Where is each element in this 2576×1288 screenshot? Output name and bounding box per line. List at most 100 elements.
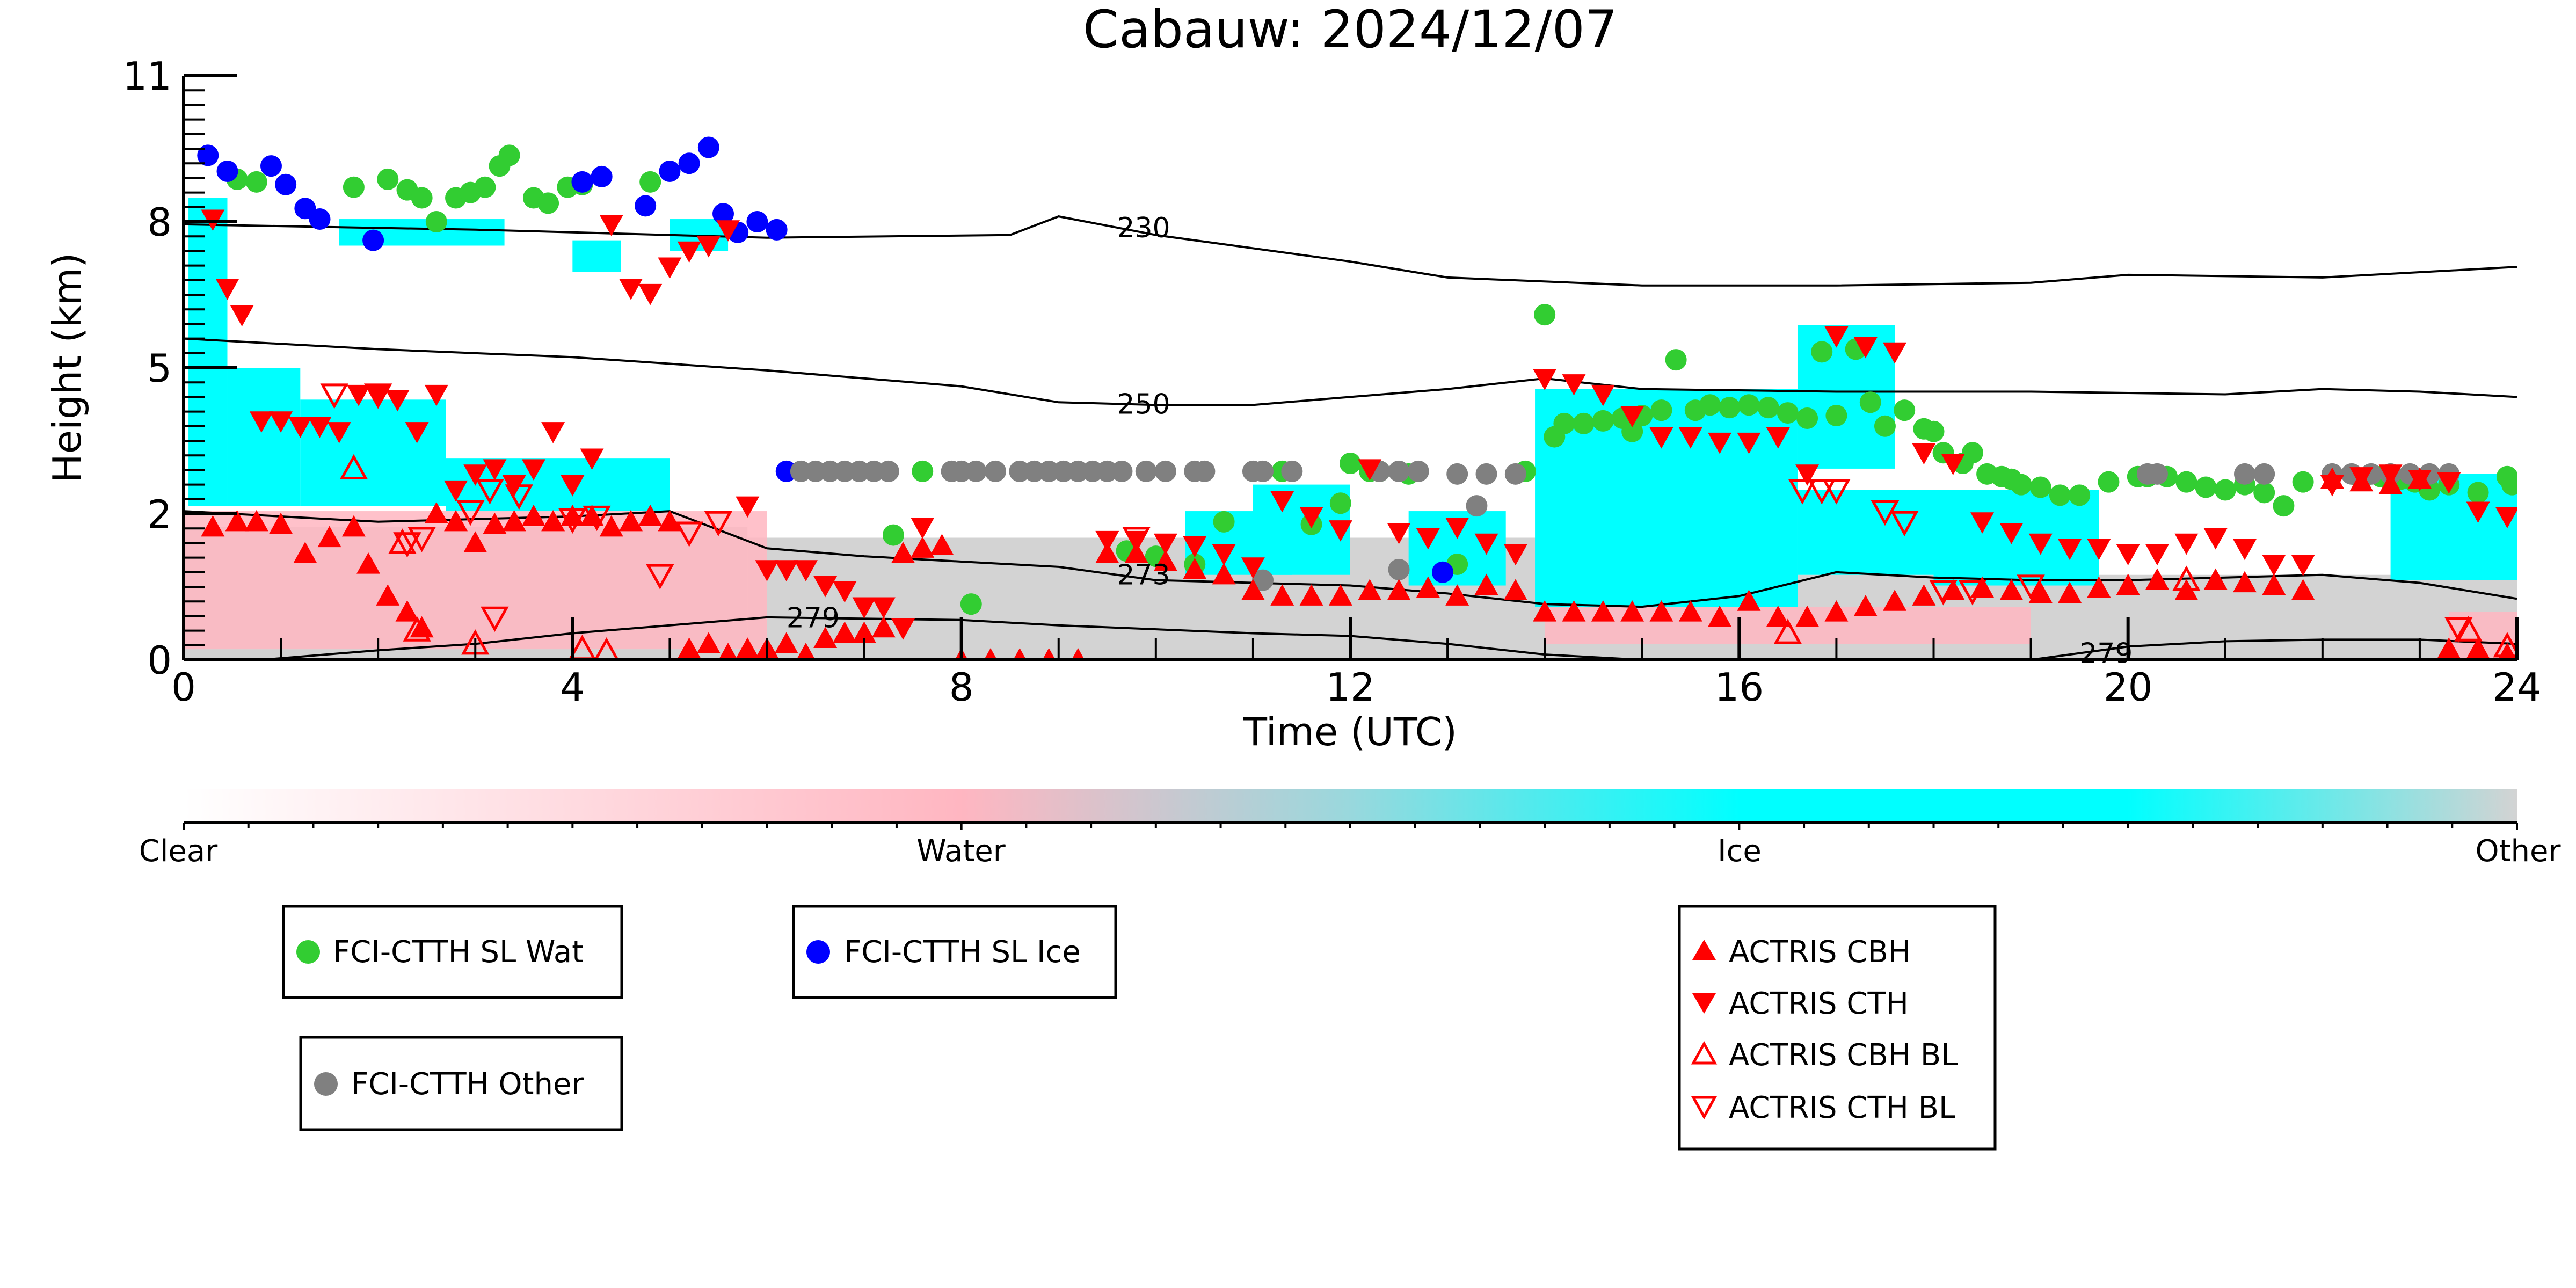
point-actris-cbh — [225, 510, 249, 532]
point-actris-cth — [755, 560, 779, 581]
point-actris-cbh — [911, 536, 935, 558]
point-actris-cbh-bl — [388, 528, 417, 554]
marker-layer — [197, 136, 2517, 660]
point-actris-cth-bl — [646, 564, 674, 590]
point-actris-cth — [1241, 557, 1265, 579]
point-fci-ctth-sl-wat — [1894, 399, 1916, 421]
point-actris-cbh — [463, 531, 487, 552]
point-actris-cbh — [1416, 576, 1440, 598]
point-actris-cbh — [1071, 648, 1085, 660]
point-fci-ctth-sl-ice — [309, 208, 331, 230]
point-actris-cbh-bl — [1773, 618, 1802, 644]
point-actris-cth — [1620, 406, 1644, 428]
plot-area — [184, 136, 2517, 660]
point-actris-cbh — [376, 584, 400, 606]
point-fci-ctth-sl-wat — [1777, 402, 1799, 424]
point-actris-cbh — [1562, 600, 1586, 622]
point-actris-cth-bl — [320, 383, 348, 409]
point-actris-cth — [794, 560, 818, 581]
point-actris-cbh — [774, 632, 798, 653]
point-fci-ctth-other — [1135, 460, 1157, 482]
x-tick-label: 16 — [1715, 665, 1764, 710]
point-actris-cth — [658, 257, 682, 279]
legend-box — [299, 1036, 623, 1131]
point-fci-ctth-sl-wat — [2292, 471, 2314, 493]
point-fci-ctth-sl-wat — [2175, 471, 2197, 493]
point-actris-cth — [2028, 533, 2053, 555]
point-actris-cbh — [541, 510, 565, 532]
point-fci-ctth-other — [1388, 460, 1410, 482]
point-actris-cbh — [356, 552, 381, 574]
point-actris-cth — [463, 464, 487, 486]
point-actris-cth — [852, 597, 876, 619]
class-region-ice — [1797, 490, 1934, 575]
point-actris-cbh — [1013, 648, 1027, 660]
cloud-classification-layer — [184, 198, 2517, 660]
point-actris-cth — [1999, 523, 2024, 544]
legend-fci-other: FCI-CTTH Other — [299, 1036, 623, 1131]
colorbar-label-ice: Ice — [1718, 834, 1762, 869]
point-actris-cbh — [1212, 563, 1236, 585]
point-actris-cth — [230, 305, 254, 327]
point-actris-cth — [774, 560, 798, 581]
point-actris-cth-bl — [1788, 479, 1817, 505]
point-fci-ctth-sl-wat — [960, 593, 982, 615]
point-actris-cth-bl — [456, 500, 485, 526]
point-fci-ctth-sl-wat — [2214, 479, 2236, 501]
point-actris-cbh — [930, 534, 954, 555]
point-actris-cbh — [1591, 600, 1615, 622]
point-actris-cbh — [424, 502, 448, 523]
point-actris-cth — [2320, 475, 2344, 497]
point-fci-ctth-sl-ice — [678, 152, 700, 174]
point-actris-cth-bl — [2444, 617, 2473, 643]
point-actris-cbh — [2437, 637, 2461, 659]
point-actris-cth-bl — [704, 511, 733, 536]
point-fci-ctth-sl-wat — [2253, 482, 2275, 504]
point-actris-cbh — [658, 510, 682, 532]
point-actris-cth — [813, 576, 838, 598]
class-region-ice — [188, 198, 228, 506]
point-fci-ctth-other — [1388, 558, 1410, 580]
point-actris-cbh — [1649, 600, 1673, 622]
point-actris-cbh — [1795, 605, 1820, 627]
point-actris-cth — [215, 279, 239, 300]
point-actris-cth — [1737, 432, 1761, 454]
point-actris-cth — [1387, 523, 1411, 544]
ice-marker-icon — [806, 940, 830, 964]
legend-fci-ice: FCI-CTTH SL Ice — [792, 905, 1117, 999]
y-axis-label: Height (km) — [45, 253, 90, 483]
point-fci-ctth-sl-wat — [882, 524, 904, 546]
point-fci-ctth-sl-wat — [377, 168, 399, 190]
contour-line-273 — [184, 510, 2517, 608]
triangle-up-icon — [1692, 940, 1716, 960]
point-actris-cth-bl — [481, 606, 509, 632]
point-actris-cth — [1445, 518, 1469, 539]
point-actris-cbh — [2116, 573, 2140, 595]
point-actris-cbh — [1299, 584, 1323, 606]
point-actris-cth — [2174, 533, 2199, 555]
point-fci-ctth-other — [1504, 463, 1526, 485]
point-fci-ctth-other — [1252, 460, 1274, 482]
point-actris-cth — [891, 618, 915, 640]
point-fci-ctth-sl-wat — [474, 176, 496, 198]
point-actris-cth-bl — [393, 532, 421, 558]
point-actris-cth — [1153, 533, 1177, 555]
point-actris-cth — [1212, 544, 1236, 566]
x-tick-label: 8 — [949, 665, 974, 710]
point-fci-ctth-sl-wat — [1757, 397, 1779, 419]
point-actris-cbh — [2262, 573, 2286, 595]
point-actris-cbh-bl — [2172, 565, 2201, 591]
legend-label: FCI-CTTH Other — [351, 1067, 584, 1102]
point-actris-cbh — [813, 627, 838, 649]
point-actris-cth — [2262, 555, 2286, 576]
point-fci-ctth-sl-wat — [1592, 410, 1614, 432]
point-actris-cbh-bl — [2454, 616, 2483, 642]
point-actris-cbh-bl — [339, 454, 368, 480]
point-actris-cbh — [293, 542, 317, 563]
point-fci-ctth-sl-wat — [1340, 453, 1361, 475]
point-actris-cth-bl — [1929, 580, 1958, 606]
point-actris-cbh — [718, 643, 738, 660]
triangle-down-open-icon — [1691, 1096, 1718, 1120]
y-tick-label: 11 — [122, 54, 172, 99]
point-actris-cth — [1591, 384, 1615, 406]
